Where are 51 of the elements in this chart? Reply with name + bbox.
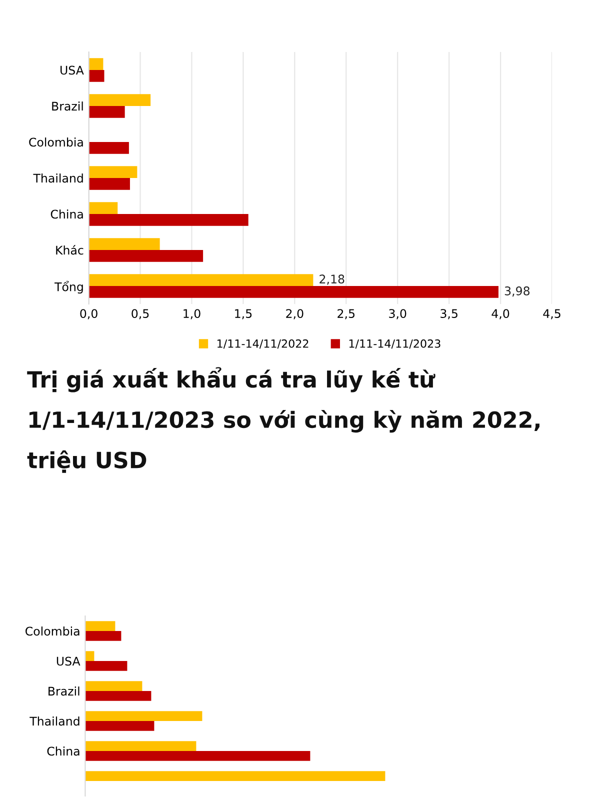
bar bbox=[85, 651, 94, 661]
bar bbox=[88, 274, 314, 286]
bar bbox=[88, 58, 104, 70]
y-tick-label: Colombia bbox=[29, 138, 83, 147]
y-tick-label: China bbox=[47, 746, 80, 756]
x-tick-label: 1,5 bbox=[235, 309, 252, 320]
bar bbox=[85, 631, 122, 641]
bar bbox=[88, 202, 118, 214]
y-tick-label: Thailand bbox=[33, 174, 83, 183]
bar bbox=[88, 142, 129, 154]
y-tick-label: USA bbox=[60, 66, 84, 75]
bar bbox=[85, 711, 202, 721]
bar bbox=[85, 691, 152, 701]
y-tick-label: Khác bbox=[56, 245, 84, 255]
x-tick-label: 4,5 bbox=[543, 309, 560, 320]
x-tick-label: 3,5 bbox=[440, 309, 458, 320]
y-tick-label: Thailand bbox=[30, 716, 80, 726]
x-tick-label: 4,0 bbox=[492, 309, 510, 320]
y-tick-label: Brazil bbox=[52, 102, 83, 111]
bar bbox=[88, 178, 130, 190]
y-tick-label: USA bbox=[56, 656, 80, 666]
x-tick-label: 0,0 bbox=[80, 309, 98, 320]
legend-label: 1/11-14/11/2022 bbox=[218, 339, 308, 349]
bar bbox=[85, 741, 196, 751]
data-label: 3,98 bbox=[504, 286, 530, 297]
x-tick-label: 3,0 bbox=[389, 309, 406, 320]
x-tick-label: 1,0 bbox=[184, 309, 200, 320]
bar bbox=[88, 286, 498, 298]
bar bbox=[88, 238, 160, 250]
chart-title: Trị giá xuất khẩu cá tra lũy kế từ 1/1-14/11/2023 so với cùng kỳ năm 2022, triệu USD bbox=[27, 367, 540, 473]
bar bbox=[88, 214, 248, 226]
bar bbox=[88, 166, 138, 178]
y-tick-label: Colombia bbox=[26, 626, 80, 636]
y-tick-label: Brazil bbox=[48, 686, 80, 696]
bar bbox=[85, 621, 116, 631]
x-tick-label: 0,5 bbox=[132, 309, 149, 320]
y-tick-label: Tổng bbox=[54, 280, 83, 294]
bar bbox=[88, 250, 204, 262]
data-label: 2,18 bbox=[320, 274, 344, 285]
legend-label: 1/11-14/11/2023 bbox=[349, 339, 440, 349]
bar bbox=[88, 94, 151, 106]
bar bbox=[88, 70, 104, 82]
bar bbox=[85, 721, 154, 731]
bar bbox=[85, 771, 386, 781]
x-tick-label: 2,5 bbox=[338, 309, 354, 320]
bar bbox=[85, 751, 310, 761]
bar bbox=[85, 661, 128, 671]
y-tick-label: China bbox=[50, 210, 83, 219]
bar bbox=[85, 681, 142, 691]
x-tick-label: 2,0 bbox=[286, 309, 304, 320]
bar bbox=[88, 106, 125, 118]
